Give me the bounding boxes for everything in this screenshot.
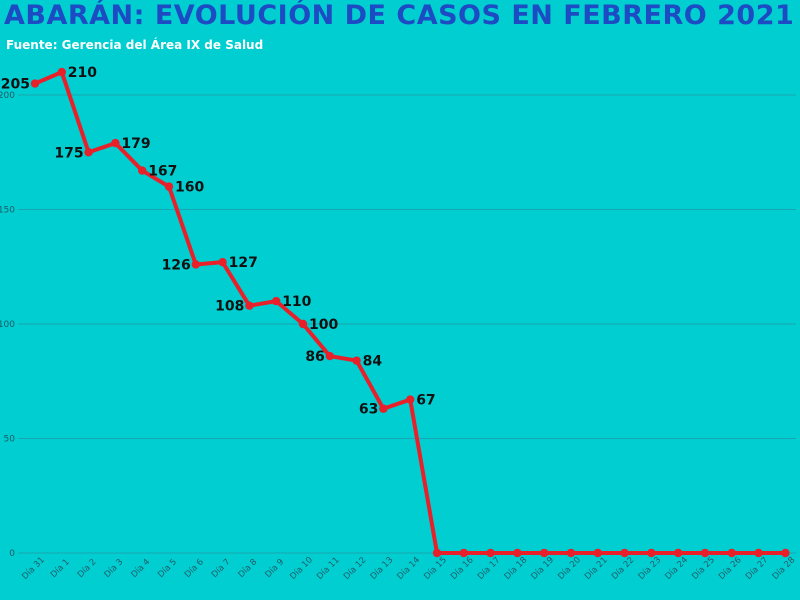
data-label: 110 xyxy=(282,294,311,310)
data-point xyxy=(432,548,442,558)
x-tick-label: Día 4 xyxy=(129,557,152,580)
data-point xyxy=(459,548,468,558)
data-point xyxy=(566,548,576,558)
x-tick-label: Día 9 xyxy=(263,557,286,580)
data-point xyxy=(84,148,93,157)
data-label: 63 xyxy=(359,402,378,418)
x-tick-label: Día 1 xyxy=(49,557,72,580)
data-label: 205 xyxy=(1,77,30,93)
data-point xyxy=(272,296,281,306)
x-tick-label: Día 27 xyxy=(744,555,771,582)
x-tick-label: Día 16 xyxy=(449,555,476,582)
data-label: 210 xyxy=(68,65,97,81)
x-tick-label: Día 23 xyxy=(637,555,664,582)
data-label: 175 xyxy=(54,145,83,161)
x-tick-label: Día 31 xyxy=(20,555,47,582)
data-point xyxy=(781,548,790,558)
data-point xyxy=(727,548,736,558)
data-point xyxy=(218,257,227,267)
data-point xyxy=(700,548,710,558)
data-label: 86 xyxy=(305,349,324,365)
x-tick-label: Día 15 xyxy=(422,555,449,582)
data-point xyxy=(298,319,308,329)
data-label: 100 xyxy=(309,317,338,333)
y-tick-label: 50 xyxy=(4,435,16,445)
x-tick-label: Día 21 xyxy=(583,555,610,582)
data-point xyxy=(57,67,66,77)
data-point xyxy=(593,548,602,558)
x-tick-label: Día 17 xyxy=(476,555,503,582)
x-tick-label: Día 7 xyxy=(210,557,233,580)
x-tick-label: Día 3 xyxy=(103,557,126,580)
data-point xyxy=(111,138,120,148)
x-tick-label: Día 24 xyxy=(663,555,690,582)
y-tick-label: 150 xyxy=(0,206,15,216)
data-point xyxy=(674,548,683,558)
y-tick-label: 0 xyxy=(9,549,15,559)
x-tick-label: Día 2 xyxy=(76,557,99,580)
data-label: 127 xyxy=(229,255,258,271)
data-label: 160 xyxy=(175,180,204,196)
data-label: 108 xyxy=(215,299,244,315)
data-point xyxy=(754,548,763,558)
x-tick-label: Día 25 xyxy=(690,555,717,582)
data-point xyxy=(486,548,495,558)
data-label: 84 xyxy=(363,354,383,370)
x-tick-label: Día 11 xyxy=(315,555,342,582)
x-tick-label: Día 12 xyxy=(342,555,369,582)
x-tick-label: Día 14 xyxy=(395,555,422,582)
data-point xyxy=(647,548,656,558)
x-tick-label: Día 20 xyxy=(556,555,583,582)
data-label: 126 xyxy=(162,257,191,273)
data-point xyxy=(191,260,200,269)
data-point xyxy=(406,395,415,404)
y-tick-label: 200 xyxy=(0,91,15,101)
x-tick-label: Día 8 xyxy=(237,557,260,580)
data-point xyxy=(513,548,522,558)
chart-subtitle: Fuente: Gerencia del Área IX de Salud xyxy=(6,38,264,52)
x-tick-label: Día 19 xyxy=(529,555,556,582)
x-tick-label: Día 6 xyxy=(183,557,206,580)
x-tick-label: Día 5 xyxy=(156,557,179,580)
x-tick-label: Día 22 xyxy=(610,555,637,582)
chart-title: ABARÁN: EVOLUCIÓN DE CASOS EN FEBRERO 20… xyxy=(4,0,795,31)
data-label: 179 xyxy=(121,136,150,152)
x-tick-label: Día 26 xyxy=(717,555,744,582)
x-tick-label: Día 10 xyxy=(288,555,315,582)
data-point xyxy=(164,182,174,191)
data-point xyxy=(379,404,388,413)
x-tick-label: Día 18 xyxy=(503,555,530,582)
data-label: 67 xyxy=(416,393,435,409)
data-label: 167 xyxy=(148,164,177,180)
data-point xyxy=(30,79,40,88)
y-tick-label: 100 xyxy=(0,320,15,330)
data-point xyxy=(245,301,254,310)
x-tick-label: Día 28 xyxy=(771,555,798,582)
data-point xyxy=(620,548,629,558)
data-point xyxy=(138,166,147,175)
data-point xyxy=(352,356,361,365)
data-point xyxy=(540,548,549,558)
x-tick-label: Día 13 xyxy=(369,555,396,582)
data-point xyxy=(325,351,334,361)
